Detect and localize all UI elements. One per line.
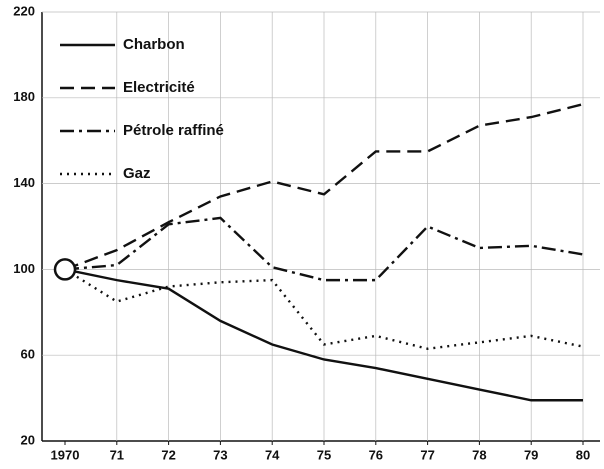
x-tick-label: 1970 [51,447,80,462]
legend-label: Pétrole raffiné [123,122,224,139]
y-tick-label: 20 [21,432,35,447]
x-tick-label: 78 [472,447,486,462]
y-tick-label: 100 [13,261,35,276]
series-line [64,216,584,282]
series-line [64,268,583,402]
x-tick-label: 80 [576,447,590,462]
legend-label: Gaz [123,165,151,182]
legend-label: Charbon [123,36,185,53]
x-tick-label: 77 [420,447,434,462]
y-tick-label: 140 [13,175,35,190]
origin-marker [53,258,77,281]
x-tick-label: 71 [110,447,124,462]
x-tick-label: 74 [265,447,280,462]
legend-label: Electricité [123,79,195,96]
y-tick-label: 220 [13,3,35,18]
y-tick-label: 180 [13,89,35,104]
y-tick-label: 60 [21,347,35,362]
x-tick-label: 79 [524,447,538,462]
series-line [64,103,584,271]
series-line [64,268,584,350]
x-tick-label: 75 [317,447,331,462]
x-tick-label: 73 [213,447,227,462]
x-tick-label: 72 [161,447,175,462]
x-tick-label: 76 [369,447,383,462]
